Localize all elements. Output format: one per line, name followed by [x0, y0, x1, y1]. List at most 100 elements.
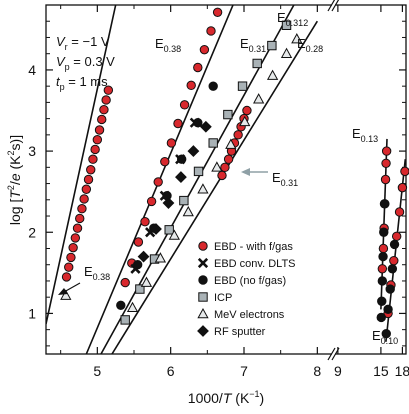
- axis-break-gap: [332, 2, 335, 8]
- data-point-circle-red: [103, 85, 114, 95]
- peak-label-e031-top: E0.31: [240, 36, 266, 54]
- x-tick-label: 18: [395, 363, 409, 379]
- data-point-circle-red: [220, 162, 230, 173]
- x-axis-ticks: 5 6 7 8 9 15 18: [60, 5, 409, 379]
- data-point-diamond: [150, 223, 162, 235]
- data-point-square-gray: [164, 225, 174, 235]
- data-point-triangle: [140, 276, 153, 287]
- data-point-circle-red: [206, 26, 216, 36]
- condition-vr: Vr = −1 V: [56, 34, 110, 52]
- data-point-triangle: [291, 33, 303, 44]
- data-point-circle-red: [381, 146, 392, 156]
- data-point-circle-black: [379, 199, 390, 209]
- data-point-circle-black: [383, 304, 393, 315]
- data-point-circle-red: [153, 177, 163, 187]
- data-point-diamond: [175, 171, 187, 183]
- data-point-circle-red: [400, 166, 409, 177]
- axis-break-slash: [327, 347, 336, 361]
- data-point-square-gray: [135, 284, 145, 294]
- data-point-square-gray: [179, 195, 189, 206]
- legend-label-ebd-nofgas: EBD (no f/gas): [214, 275, 286, 287]
- data-point-circle-red: [92, 135, 103, 145]
- data-point-circle-red: [186, 80, 196, 91]
- condition-tp: tp = 1 ms: [56, 74, 108, 92]
- data-point-triangle: [253, 93, 265, 104]
- data-point-circle-red: [380, 174, 391, 185]
- legend: EBD - with f/gas EBD conv. DLTS EBD (no …: [197, 241, 296, 338]
- x-axis-label: 1000/T (K−1): [188, 389, 264, 406]
- data-point-square-gray: [120, 315, 130, 325]
- data-point-circle-red: [120, 277, 130, 288]
- data-point-square-gray: [267, 40, 277, 51]
- data-point-circle-red: [61, 272, 72, 282]
- fit-line-e028: [111, 20, 319, 354]
- data-point-square-gray: [252, 58, 262, 69]
- peak-label-e031-arrow: E0.31: [272, 170, 298, 188]
- data-point-triangle: [126, 301, 139, 313]
- data-point-square-gray: [281, 20, 292, 30]
- data-point-circle-red: [389, 255, 399, 266]
- data-point-triangle: [197, 183, 209, 194]
- data-point-circle-red: [173, 118, 183, 129]
- x-tick-label: 6: [167, 363, 175, 379]
- axis-break: [327, 0, 340, 361]
- data-point-triangle: [266, 69, 279, 80]
- annotation-arrows: [58, 168, 268, 295]
- data-point-triangle: [280, 47, 293, 58]
- peak-label-e013: E0.13: [352, 126, 378, 144]
- data-point-circle-red: [90, 144, 100, 155]
- legend-marker-square-gray: [198, 292, 208, 302]
- data-point-circle-red: [140, 217, 150, 227]
- legend-label-icp: ICP: [214, 292, 232, 304]
- data-point-square-gray: [208, 138, 218, 148]
- data-point-circle-black: [377, 296, 387, 306]
- x-tick-label: 15: [373, 363, 389, 379]
- y-tick-label: 1: [28, 305, 36, 321]
- arrowhead-e038: [58, 288, 68, 295]
- arrowhead-e031: [241, 168, 250, 176]
- data-points: [60, 7, 409, 339]
- y-tick-label: 3: [28, 143, 36, 159]
- data-point-circle-red: [72, 223, 83, 233]
- data-point-circle-black: [132, 260, 143, 270]
- data-point-circle-red: [101, 95, 111, 105]
- data-point-circle-red: [199, 44, 210, 55]
- x-tick-label: 5: [93, 363, 101, 379]
- data-point-circle-red: [70, 233, 81, 243]
- plot-frame: [45, 4, 407, 355]
- data-point-circle-red: [223, 154, 234, 164]
- data-point-circle-red: [242, 105, 252, 116]
- data-point-circle-black: [208, 81, 218, 91]
- data-point-circle-red: [88, 154, 98, 164]
- y-axis-ticks: 1 2 3 4: [28, 4, 406, 347]
- data-point-circle-red: [179, 100, 190, 110]
- cross-stroke: [197, 257, 209, 269]
- data-point-circle-red: [146, 196, 157, 207]
- data-point-triangle: [211, 161, 223, 172]
- data-point-diamond: [137, 250, 150, 263]
- data-point-triangle: [60, 289, 72, 300]
- data-point-square-gray: [223, 109, 233, 120]
- data-point-circle-red: [79, 194, 89, 204]
- data-point-circle-black: [381, 329, 391, 339]
- data-point-circle-red: [381, 158, 391, 168]
- data-point-circle-red: [81, 184, 92, 194]
- data-point-circle-black: [379, 227, 389, 237]
- data-point-triangle: [225, 138, 237, 149]
- data-point-circle-red: [66, 252, 76, 263]
- data-point-triangle: [182, 205, 194, 217]
- data-point-circle-red: [94, 125, 105, 135]
- data-point-diamond: [162, 197, 175, 209]
- data-point-circle-red: [160, 156, 170, 167]
- y-tick-label: 4: [28, 62, 36, 78]
- data-point-circle-black: [385, 284, 395, 294]
- data-point-circle-red: [391, 231, 402, 242]
- data-point-triangle: [168, 229, 180, 240]
- fit-line-e0312: [100, 5, 295, 354]
- legend-marker-diamond: [197, 325, 209, 337]
- data-point-circle-black: [387, 264, 398, 274]
- data-point-diamond: [199, 120, 212, 133]
- x-tick-label: 8: [313, 363, 321, 379]
- axis-break-slash: [327, 0, 336, 12]
